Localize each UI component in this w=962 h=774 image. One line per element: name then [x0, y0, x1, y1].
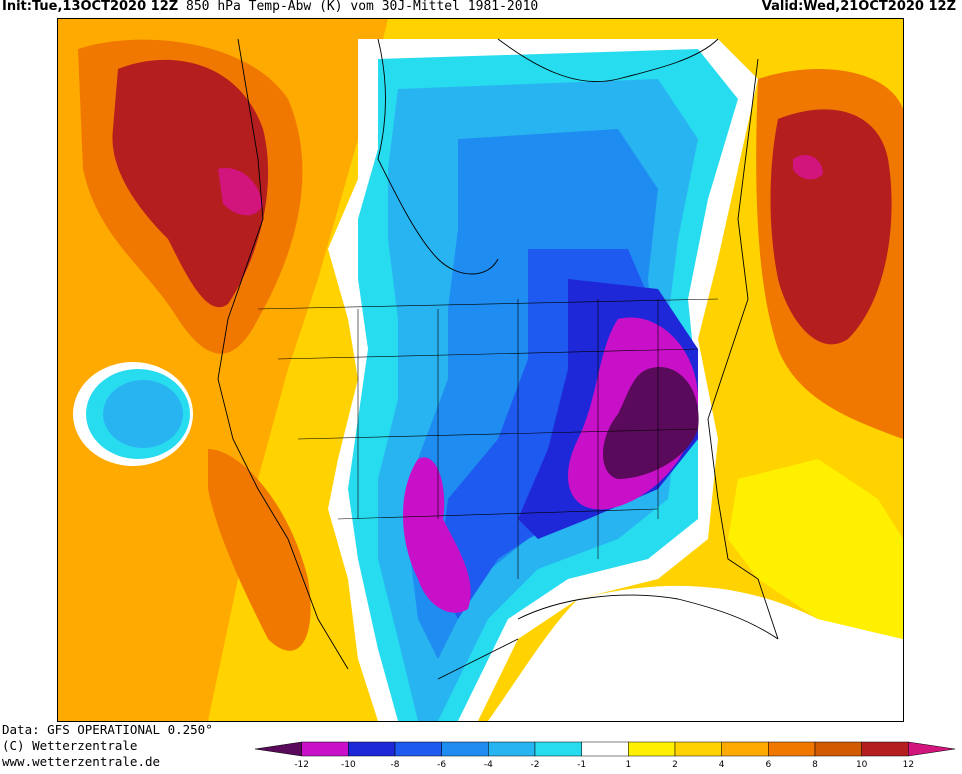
footer-data-source: Data: GFS OPERATIONAL 0.250° — [2, 722, 213, 737]
init-label: Init: — [2, 0, 32, 14]
colorbar-segment — [814, 741, 862, 757]
colorbar-tick-label: 1 — [625, 760, 631, 770]
colorbar-tick-label: 2 — [672, 760, 678, 770]
colorbar-segment — [534, 741, 582, 757]
colorbar-tick-label: 8 — [812, 760, 818, 770]
footer-website: www.wetterzentrale.de — [2, 754, 161, 769]
anomaly-region-baja — [208, 449, 311, 651]
colorbar-tick-label: -8 — [391, 760, 400, 770]
colorbar-tick-label: 4 — [719, 760, 725, 770]
colorbar-tick-label: 12 — [903, 760, 914, 770]
colorbar-segment — [581, 741, 629, 757]
state-borders — [257, 298, 719, 579]
colorbar-tick-label: -2 — [531, 760, 540, 770]
colorbar-segment — [301, 741, 349, 757]
header-init: Init:Tue,13OCT2020 12Z 850 hPa Temp-Abw … — [2, 0, 538, 14]
colorbar-segment — [908, 741, 956, 757]
colorbar-tick-label: -12 — [294, 760, 309, 770]
chart-title: 850 hPa Temp-Abw (K) vom 30J-Mittel 1981… — [186, 0, 539, 14]
anomaly-region-darkred-nw — [112, 59, 269, 308]
footer-copyright: (C) Wetterzentrale — [2, 738, 138, 753]
colorbar-segment — [441, 741, 489, 757]
colorbar-tick-label: -6 — [437, 760, 446, 770]
anomaly-region-magenta-nw — [218, 168, 263, 216]
colorbar-segment — [674, 741, 722, 757]
map-svg — [58, 19, 903, 721]
colorbar-segment — [254, 741, 302, 757]
colorbar-segment — [348, 741, 396, 757]
colorbar-segment — [861, 741, 909, 757]
coastlines — [217, 38, 779, 680]
anomaly-region-magenta-southwest — [403, 457, 471, 613]
colorbar-tick-label: -1 — [577, 760, 586, 770]
valid-value: Wed,21OCT2020 12Z — [803, 0, 956, 14]
colorbar-tick-label: -10 — [341, 760, 356, 770]
colorbar-segment — [488, 741, 536, 757]
colorbar-tick-label: 10 — [856, 760, 868, 770]
anomaly-region-purple-core — [603, 367, 699, 479]
colorbar-tick-label: -4 — [484, 760, 493, 770]
colorbar-segment — [721, 741, 769, 757]
colorbar-tick-label: 6 — [765, 760, 771, 770]
valid-label: Valid: — [761, 0, 804, 14]
anomaly-region-gulf — [488, 585, 903, 721]
header-valid: Valid:Wed,21OCT2020 12Z — [762, 0, 956, 14]
colorbar-segment — [394, 741, 442, 757]
anomaly-map — [57, 18, 904, 722]
colorbar-segment — [628, 741, 676, 757]
init-value: Tue,13OCT2020 12Z — [31, 0, 179, 14]
colorbar-segment — [768, 741, 816, 757]
